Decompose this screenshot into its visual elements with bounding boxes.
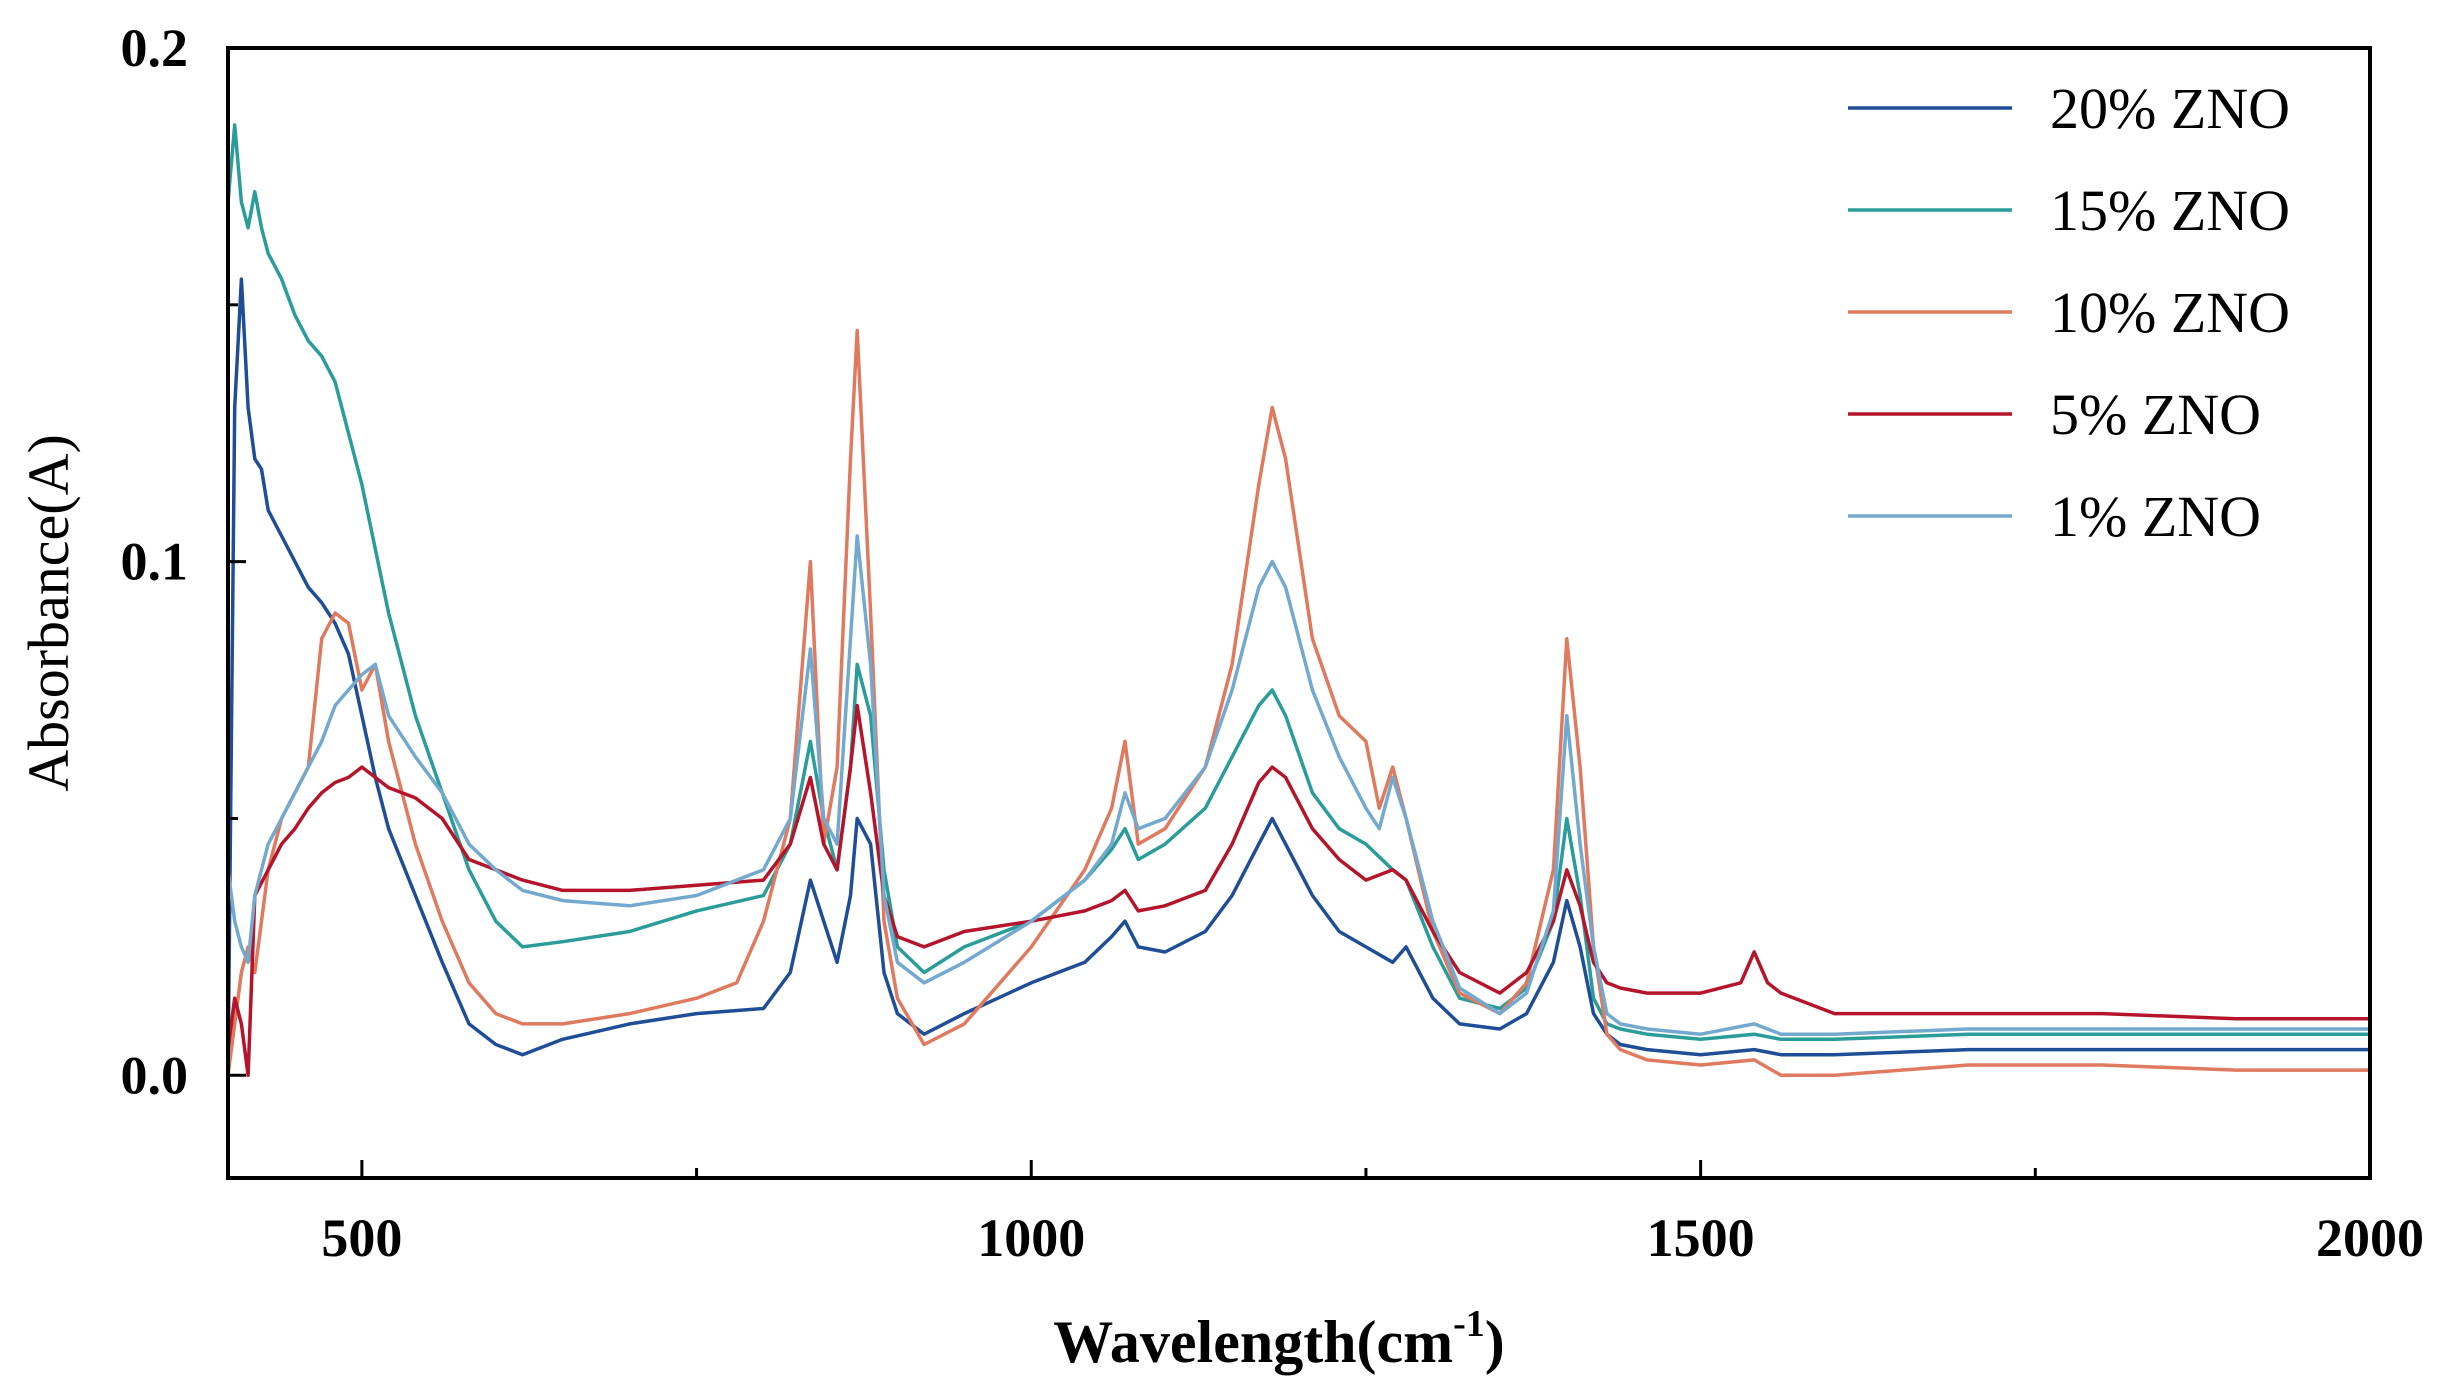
legend: 20% ZNO 15% ZNO 10% ZNO 5% ZNO 1% ZNO <box>1848 76 2290 549</box>
legend-label-4: 5% ZNO <box>2050 382 2261 447</box>
plot-frame <box>226 46 2372 1180</box>
x-tick-label: 500 <box>321 1208 402 1268</box>
x-tick-label: 1500 <box>1647 1208 1755 1268</box>
series-line-2 <box>226 123 2372 1042</box>
x-axis-title-close: ) <box>1485 1309 1505 1375</box>
series-line-4 <box>226 703 2372 1078</box>
x-tick-label: 1000 <box>977 1208 1085 1268</box>
ticks-group: 500 1000 1500 2000 0.0 0.1 0.2 <box>121 18 2425 1268</box>
y-axis-title: Absorbance(A) <box>16 434 81 792</box>
x-axis-title-main: Wavelength(cm <box>1053 1309 1453 1375</box>
series-line-5 <box>226 534 2372 1036</box>
x-axis-title: Wavelength(cm-1) <box>1053 1303 1505 1375</box>
x-axis-title-superscript: -1 <box>1453 1303 1485 1345</box>
legend-label-2: 15% ZNO <box>2050 178 2290 243</box>
y-tick-label: 0.0 <box>121 1045 189 1105</box>
legend-label-1: 20% ZNO <box>2050 76 2290 141</box>
series-line-1 <box>226 277 2372 1078</box>
series-group <box>226 123 2372 1078</box>
legend-label-3: 10% ZNO <box>2050 280 2290 345</box>
x-tick-label: 2000 <box>2316 1208 2424 1268</box>
y-tick-label: 0.2 <box>121 18 189 78</box>
y-tick-label: 0.1 <box>121 532 189 592</box>
series-line-3 <box>226 328 2372 1078</box>
legend-label-5: 1% ZNO <box>2050 484 2261 549</box>
